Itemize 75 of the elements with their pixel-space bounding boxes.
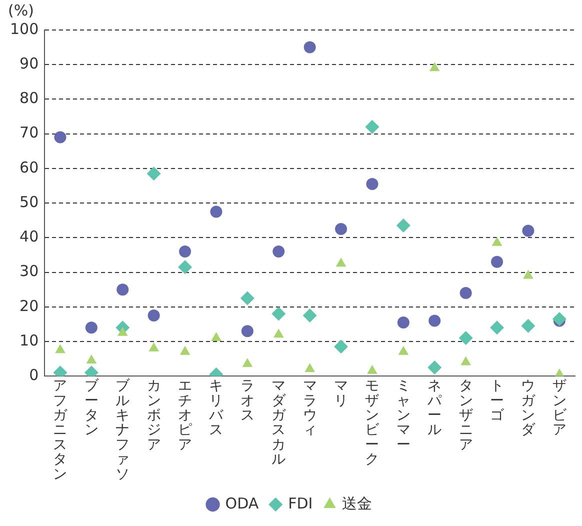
x-tick-label: ブータン — [84, 378, 100, 438]
point — [180, 346, 190, 355]
y-tick-label: 70 — [20, 124, 39, 142]
point — [491, 256, 504, 268]
y-tick-label: 40 — [20, 228, 39, 246]
point — [210, 206, 222, 218]
x-tick-label: マダガスカル — [272, 378, 287, 468]
point — [148, 342, 160, 352]
point — [86, 354, 97, 364]
point — [522, 224, 534, 237]
y-tick-label: 0 — [29, 366, 39, 384]
point — [178, 260, 192, 274]
point — [54, 131, 66, 144]
point — [272, 306, 286, 321]
y-tick-label: 20 — [20, 296, 39, 315]
point — [148, 310, 160, 322]
y-axis-title: (%) — [8, 1, 34, 20]
point — [273, 328, 284, 338]
y-tick-label: 60 — [20, 158, 39, 176]
x-tick-label: カンボジア — [146, 378, 161, 453]
point — [490, 320, 504, 335]
point — [302, 308, 317, 323]
x-tick-label: マリ — [334, 378, 348, 409]
x-tick-label: エチオピア — [178, 378, 192, 453]
point — [521, 318, 536, 333]
point — [304, 41, 316, 54]
y-tick-label: 80 — [20, 89, 39, 108]
x-tick-label: ネパール — [426, 378, 443, 438]
point — [460, 287, 472, 300]
point — [335, 223, 348, 236]
x-tick-label: トーゴ — [490, 378, 506, 424]
y-tick-label: 50 — [20, 192, 39, 211]
point — [304, 363, 316, 372]
x-tick-label: ブルキナファソ — [116, 378, 131, 482]
point — [146, 166, 161, 181]
point — [460, 356, 472, 366]
y-tick-label: 30 — [20, 262, 39, 280]
x-tick-label: ラオス — [240, 378, 254, 424]
point — [397, 316, 410, 328]
point — [55, 344, 66, 354]
point — [552, 312, 566, 326]
point — [241, 325, 254, 338]
point — [116, 284, 129, 296]
x-tick-label: ザンビア — [552, 378, 568, 438]
point — [523, 270, 534, 279]
point — [367, 364, 378, 374]
point — [85, 322, 98, 334]
x-tick-label: ミャンマー — [396, 378, 410, 453]
point — [334, 340, 348, 354]
legend-label: ODA — [225, 494, 260, 512]
x-tick-label: マラウィ — [302, 378, 317, 438]
point — [398, 346, 409, 355]
y-tick-label: 90 — [20, 54, 39, 72]
point — [179, 246, 192, 258]
point — [240, 291, 254, 306]
point — [428, 360, 442, 374]
x-tick-label: モザンビーク — [365, 378, 380, 468]
point — [211, 332, 222, 342]
y-tick-label: 10 — [20, 331, 39, 350]
point — [336, 258, 346, 267]
point — [242, 358, 253, 367]
point — [428, 314, 441, 327]
point — [458, 331, 473, 346]
point — [492, 236, 502, 246]
point — [366, 178, 378, 190]
legend-label: 送金 — [342, 494, 372, 512]
point — [272, 246, 285, 258]
x-tick-label: アフガニスタン — [53, 378, 68, 482]
x-tick-label: タンザニア — [458, 378, 473, 453]
point — [365, 120, 380, 134]
y-tick-label: 100 — [10, 20, 39, 38]
x-tick-label: ウガンダ — [521, 378, 536, 438]
legend-label: FDI — [288, 494, 313, 512]
point — [396, 218, 410, 233]
x-tick-label: キリバス — [208, 378, 224, 438]
